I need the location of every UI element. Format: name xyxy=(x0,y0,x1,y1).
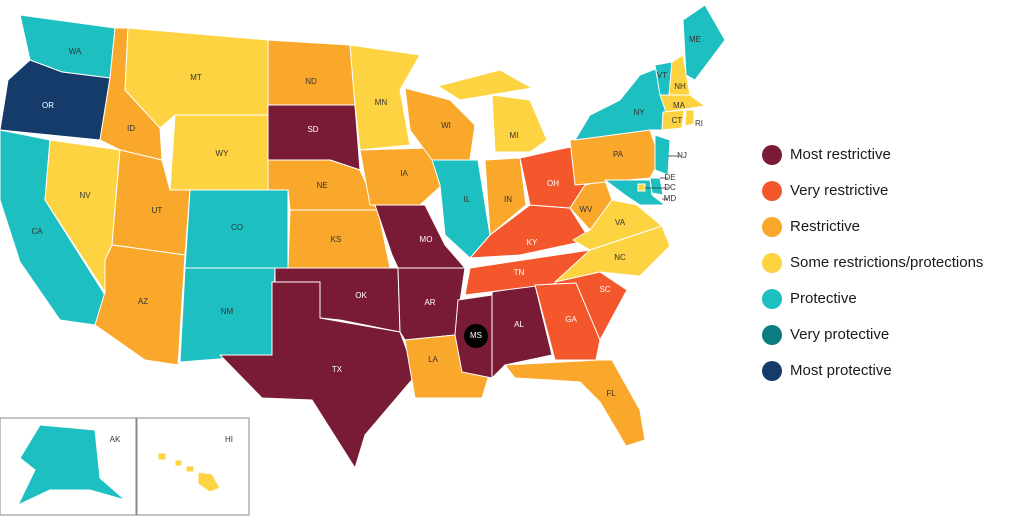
state-label: AL xyxy=(514,320,524,329)
state-shape xyxy=(219,281,417,469)
legend-swatch xyxy=(762,145,782,165)
legend-swatch xyxy=(762,217,782,237)
legend-swatch xyxy=(762,253,782,273)
state-label: VT xyxy=(657,71,667,80)
state-shape xyxy=(431,159,491,259)
legend-swatch xyxy=(762,361,782,381)
state-shape xyxy=(404,87,476,161)
state-shape xyxy=(197,471,221,493)
state-shape xyxy=(682,4,726,81)
state-label: NV xyxy=(79,191,91,200)
inset-frame xyxy=(0,417,137,516)
state-shape xyxy=(17,424,126,506)
state-label: CA xyxy=(31,227,43,236)
state-label: MI xyxy=(510,131,519,140)
state-label: AR xyxy=(424,298,435,307)
state-label: UT xyxy=(152,206,163,215)
state-shape xyxy=(569,179,613,231)
legend-label: Restrictive xyxy=(790,218,860,235)
state-shape xyxy=(437,69,533,101)
state-label: TX xyxy=(332,365,343,374)
state-label: NM xyxy=(221,307,234,316)
states: WA OR CA NV ID MT WY UT AZ CO NM ND SD NE KS OK TX MN IA MO… xyxy=(0,4,726,506)
state-shape xyxy=(267,39,356,106)
state-shape xyxy=(659,94,706,113)
state-label: DC xyxy=(664,183,676,192)
state-label: KY xyxy=(527,238,538,247)
state-label: LA xyxy=(428,355,438,364)
legend: Most restrictive Very restrictive Restrict… xyxy=(762,145,983,381)
state-label: ND xyxy=(305,77,317,86)
state-label: WY xyxy=(216,149,230,158)
state-shape xyxy=(604,179,666,206)
state-label: AK xyxy=(110,435,121,444)
state-shape xyxy=(491,94,548,153)
legend-swatch xyxy=(762,325,782,345)
state-label: HI xyxy=(225,435,233,444)
state-marker xyxy=(464,324,488,348)
state-shape xyxy=(637,183,646,192)
inset-frame xyxy=(136,417,250,516)
state-label: PA xyxy=(613,150,624,159)
legend-label: Protective xyxy=(790,290,857,307)
legend-label: Most restrictive xyxy=(790,146,891,163)
state-label: KS xyxy=(331,235,342,244)
state-shape xyxy=(504,359,646,447)
legend-label: Very protective xyxy=(790,326,889,343)
state-label: WA xyxy=(69,47,82,56)
state-label: CT xyxy=(672,116,683,125)
state-label: MD xyxy=(664,194,677,203)
state-label: WV xyxy=(580,205,594,214)
state-label: MA xyxy=(673,101,686,110)
state-shape xyxy=(684,109,695,127)
state-label: SC xyxy=(599,285,610,294)
state-label: MN xyxy=(375,98,388,107)
state-shape xyxy=(654,134,671,176)
state-label: MO xyxy=(420,235,433,244)
legend-swatch xyxy=(762,181,782,201)
state-shape xyxy=(484,157,527,236)
state-label: AZ xyxy=(138,297,148,306)
state-label: NH xyxy=(674,82,686,91)
state-shape xyxy=(349,44,421,151)
state-shape xyxy=(174,459,183,467)
state-label: CO xyxy=(231,223,243,232)
legend-swatch xyxy=(762,289,782,309)
legend-label: Some restrictions/protections xyxy=(790,254,983,271)
state-label: OR xyxy=(42,101,54,110)
state-label: IL xyxy=(464,195,471,204)
state-label: GA xyxy=(565,315,577,324)
state-label: TN xyxy=(514,268,525,277)
state-label: RI xyxy=(695,119,703,128)
legend-label: Very restrictive xyxy=(790,182,888,199)
state-label: ID xyxy=(127,124,135,133)
state-label: NJ xyxy=(677,151,687,160)
state-label: NC xyxy=(614,253,626,262)
state-label: IN xyxy=(504,195,512,204)
state-label: DE xyxy=(664,173,675,182)
state-label: WI xyxy=(441,121,451,130)
state-label: VA xyxy=(615,218,626,227)
state-shape xyxy=(534,282,601,361)
state-shape xyxy=(359,147,443,206)
legend-label: Most protective xyxy=(790,362,892,379)
state-shape xyxy=(661,109,685,131)
state-shape xyxy=(157,452,167,461)
state-label: IA xyxy=(400,169,408,178)
state-label: OK xyxy=(355,291,367,300)
state-label: NY xyxy=(633,108,645,117)
state-label: MT xyxy=(190,73,202,82)
state-shape xyxy=(185,465,195,473)
state-label: MS xyxy=(470,331,482,340)
state-label: FL xyxy=(606,389,616,398)
state-label: SD xyxy=(307,125,318,134)
state-label: NE xyxy=(316,181,327,190)
state-label: OH xyxy=(547,179,559,188)
state-label: ME xyxy=(689,35,701,44)
state-shape xyxy=(94,244,186,366)
